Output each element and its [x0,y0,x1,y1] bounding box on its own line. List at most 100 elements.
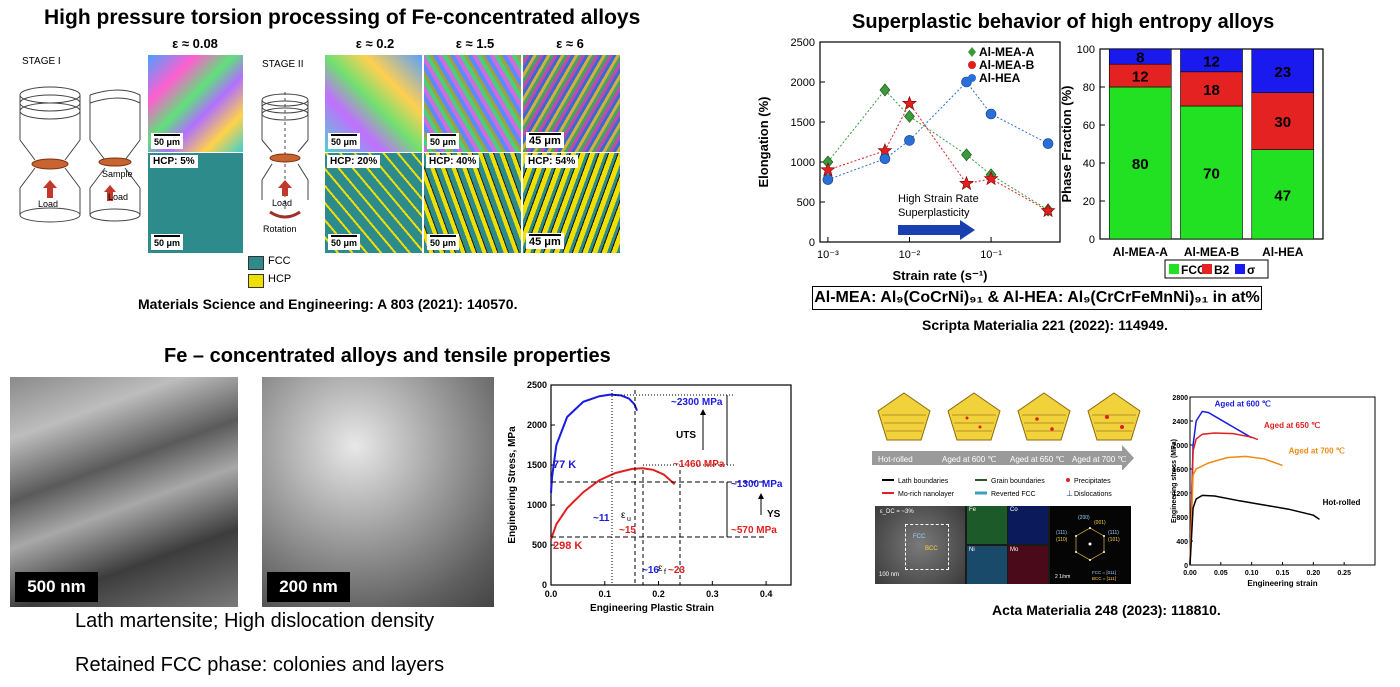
x-tick-label: 0.15 [1276,570,1290,577]
hpt-title: High pressure torsion processing of Fe-c… [44,6,641,29]
y-tick-label: 1600 [1172,467,1188,474]
bar-value-label: 70 [1203,166,1220,183]
legend-reverted-fcc: Reverted FCC [991,491,1036,498]
ebsd-ipf-map-0: 50 μm [148,55,243,152]
eds-label-co: Co [1010,507,1018,513]
eu-subscript: u [627,516,631,523]
y-axis-label: Elongation (%) [756,97,771,188]
strain-label-0: ε ≈ 0.08 [160,34,230,54]
series-label: Aged at 600 ℃ [1215,400,1271,409]
bar-value-label: 12 [1203,53,1220,70]
stress-strain-chart-fe: 0 500 1000 1500 2000 2500 0.0 0.1 0.2 0.3 0.4 Engin… [507,380,792,614]
data-point [959,175,974,190]
x-tick-label: 10⁻² [899,249,921,261]
stage2-label: STAGE II [262,59,304,70]
elongation-chart: 0 500 1000 1500 2000 2500 10⁻³ 10⁻² 10⁻¹ Strain r… [756,37,1061,283]
legend-label: Al-HEA [979,71,1021,85]
legend-label: σ [1247,263,1255,277]
legend-label-fcc: FCC [268,255,291,267]
ebsd-ipf-map-1: 50 μm [325,55,422,152]
y-tick-label: 2500 [527,380,547,390]
scale-bar: 50 μm [427,133,460,149]
diff-label-5: (101) [1108,537,1120,543]
x-tick-label: 0.05 [1214,570,1228,577]
legend-swatch-hcp [248,274,264,288]
bar-segment-B2 [1251,92,1315,151]
y-axis-label: Engineering Stress, MPa [507,426,518,544]
uts-298k-value: ~1460 MPa [673,459,725,470]
strain-label-1: ε ≈ 0.2 [340,34,410,54]
y-tick-label: 2400 [1172,419,1188,426]
y-tick-label: 0 [542,580,547,590]
svg-text:⊥: ⊥ [1066,489,1073,498]
temp-298k-label: 298 K [553,540,582,552]
eds-map-ni: Ni [967,546,1007,584]
scale-bar: 50 μm [328,234,361,250]
y-axis-label: Engineering stress (MPa) [1171,439,1178,523]
annotation-line-2: Superplasticity [898,207,970,219]
hcp-fraction-label: HCP: 54% [525,155,579,168]
tem-selection-box [905,524,949,570]
plot-frame [819,41,1061,243]
data-point [902,95,917,110]
series-label: Aged at 700 ℃ [1289,446,1345,455]
legend-grain-boundaries: Grain boundaries [991,478,1045,485]
stage1-load-label-2: Load [108,192,128,202]
x-tick-label: 0.0 [545,589,558,599]
ef-77k-label: ~16 [642,565,659,576]
legend-swatch [1235,264,1245,274]
tem-strain-label: ε_DC = ~3% [880,509,914,515]
ef-subscript: f [664,569,666,576]
y-tick-label: 2000 [1172,443,1188,450]
rotation-label: Rotation [263,224,297,234]
curve-1 [1189,432,1259,566]
bar-segment-FCC [1108,86,1172,240]
scale-bar: 50 μm [427,234,460,250]
stage-aged-700: Aged at 700 ℃ [1072,455,1126,464]
legend-label: FCC [1181,263,1206,277]
curve-2 [1189,455,1283,566]
y-tick-label: 0 [1184,563,1188,570]
data-point [1040,202,1056,218]
y-tick-label: 20 [1083,196,1095,208]
stage2-load-label: Load [272,198,292,208]
series-line-2 [827,81,1049,181]
x-axis-label: Engineering strain [1247,579,1317,588]
y-tick-label: 2500 [791,37,815,49]
bar-segment-σ [1180,48,1243,73]
y-tick-label: 1200 [1172,491,1188,498]
legend-marker [968,74,976,82]
description-line-1: Lath martensite; High dislocation densit… [75,610,435,632]
legend-swatch-fcc [248,256,264,270]
diff-label-0: (200) [1078,515,1090,521]
y-tick-label: 2000 [791,77,815,89]
uts-77k-value: ~2300 MPa [671,397,723,408]
ys-label: YS [767,509,781,520]
bar-value-label: 12 [1132,69,1149,86]
superplastic-title: Superplastic behavior of high entropy al… [852,11,1275,33]
legend-lath-boundaries: Lath boundaries [898,478,949,485]
scale-bar: 45 μm [526,233,564,249]
uts-label: UTS [676,430,696,441]
ys-298k-value: ~570 MPa [731,525,777,536]
y-tick-label: 1500 [527,460,547,470]
tensile-title: Fe – concentrated alloys and tensile pro… [164,345,611,367]
eu-symbol: ε [621,510,626,521]
diff-axis-bcc: BCC = [111] [1092,576,1116,581]
x-tick-label: 0.3 [706,589,719,599]
bar-value-label: 18 [1203,82,1220,99]
phase-map-1: HCP: 20% 50 μm [325,153,422,253]
stage-aged-650: Aged at 650 ℃ [1010,455,1064,464]
y-tick-label: 2800 [1172,395,1188,402]
data-point [820,162,836,177]
stress-strain-chart-aging: 0 400 800 1200 1600 2000 2400 2800 0.00 0.05 0.10 0… [1171,395,1376,588]
phase-map-2: HCP: 40% 50 μm [424,153,521,253]
hpt-citation: Materials Science and Engineering: A 803… [138,296,518,312]
tem-scale-bar: 100 nm [879,572,900,578]
phase-fraction-chart: 0 20 40 60 80 100 Phase Fraction (%) 80 12 8 Al-ME… [1059,44,1324,279]
bar-segment-B2 [1180,71,1243,107]
legend-swatch [1202,264,1212,274]
data-point [904,109,915,123]
bar-segment-σ [1108,48,1172,65]
legend-marker [968,47,976,57]
